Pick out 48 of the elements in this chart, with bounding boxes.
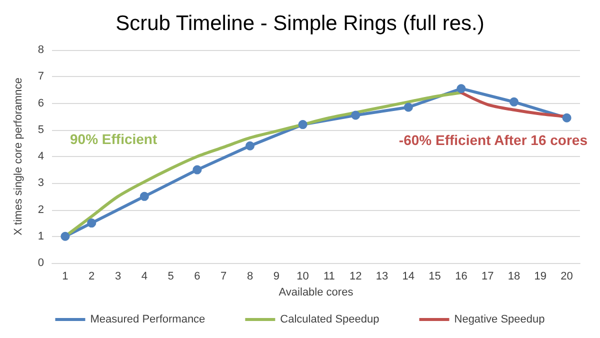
- x-tick-label: 7: [220, 270, 227, 282]
- y-tick-label: 2: [38, 204, 44, 216]
- point: [351, 110, 360, 120]
- x-tick-label: 18: [508, 270, 520, 282]
- y-tick-label: 7: [38, 70, 44, 83]
- point: [562, 113, 572, 122]
- x-tick-label: 19: [534, 270, 547, 282]
- point: [456, 84, 466, 94]
- x-tick-label: 9: [273, 270, 280, 282]
- point: [87, 218, 96, 228]
- x-tick-label: 12: [349, 270, 362, 282]
- x-tick-label: 10: [296, 270, 309, 282]
- y-tick-label: 6: [38, 97, 44, 110]
- x-tick-label: 5: [168, 270, 174, 282]
- y-tick-label: 5: [38, 124, 44, 136]
- x-tick-label: 13: [376, 270, 388, 282]
- legend-label: Measured Performance: [90, 314, 206, 326]
- y-axis-title: X times single core perforamnce: [12, 78, 24, 236]
- point: [192, 165, 202, 174]
- x-axis-title: Available cores: [278, 286, 354, 298]
- y-tick-label: 0: [38, 257, 44, 269]
- x-tick-label: 8: [246, 270, 254, 282]
- point: [510, 97, 518, 106]
- y-tick-label: 8: [38, 44, 44, 56]
- y-tick-label: 3: [38, 177, 44, 190]
- x-tick-label: 11: [323, 270, 335, 282]
- x-tick-label: 3: [114, 270, 122, 282]
- x-tick-label: 1: [62, 270, 68, 282]
- point: [140, 192, 149, 201]
- legend-label: Calculated Speedup: [280, 314, 380, 326]
- x-tick-label: 2: [88, 270, 95, 282]
- x-tick-label: 16: [455, 270, 468, 282]
- x-tick-label: 6: [194, 270, 200, 282]
- y-tick-label: 1: [38, 230, 44, 242]
- x-tick-label: 14: [402, 270, 415, 282]
- annotation: 90% Efficient: [70, 131, 158, 147]
- y-tick-label: 4: [38, 150, 44, 162]
- point: [246, 141, 254, 150]
- point: [298, 120, 308, 130]
- x-tick-label: 4: [141, 270, 148, 282]
- chart-title: Scrub Timeline - Simple Rings (full res.): [116, 12, 484, 35]
- point: [404, 102, 413, 112]
- annotation: -60% Efficient After 16 cores: [398, 132, 588, 148]
- x-tick-label: 15: [428, 270, 441, 282]
- x-tick-label: 17: [481, 270, 494, 282]
- point: [60, 232, 70, 241]
- x-tick-label: 20: [560, 270, 573, 282]
- legend-label: Negative Speedup: [454, 314, 545, 326]
